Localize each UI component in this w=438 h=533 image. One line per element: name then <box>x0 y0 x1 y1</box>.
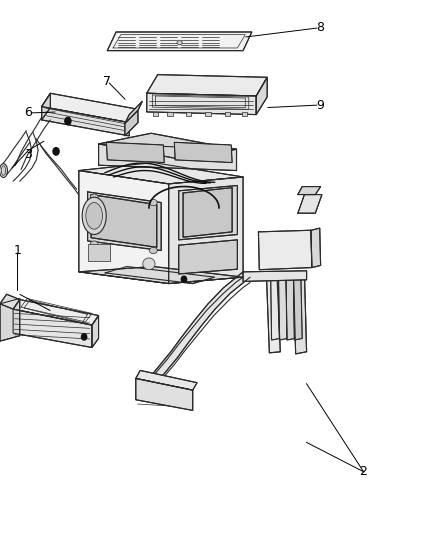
Polygon shape <box>88 192 161 251</box>
Polygon shape <box>311 228 321 268</box>
Ellipse shape <box>177 41 182 45</box>
Ellipse shape <box>86 203 102 229</box>
Bar <box>205 112 211 116</box>
Bar <box>225 112 230 116</box>
Polygon shape <box>99 133 237 160</box>
Bar <box>167 112 173 116</box>
Circle shape <box>81 334 87 340</box>
Ellipse shape <box>90 194 98 200</box>
Polygon shape <box>183 188 232 237</box>
Polygon shape <box>256 77 267 115</box>
Polygon shape <box>42 93 138 123</box>
Polygon shape <box>293 272 307 354</box>
Ellipse shape <box>143 258 155 270</box>
Polygon shape <box>298 187 321 195</box>
Circle shape <box>53 148 59 155</box>
Polygon shape <box>271 277 279 340</box>
Polygon shape <box>92 316 99 348</box>
Polygon shape <box>79 171 169 284</box>
Polygon shape <box>136 370 197 390</box>
Text: 3: 3 <box>25 148 32 161</box>
Bar <box>186 112 191 116</box>
Polygon shape <box>179 185 237 240</box>
Polygon shape <box>174 142 232 163</box>
Polygon shape <box>279 277 287 340</box>
Polygon shape <box>293 277 302 340</box>
Polygon shape <box>298 195 322 213</box>
Ellipse shape <box>82 197 106 235</box>
Polygon shape <box>42 107 129 136</box>
Polygon shape <box>99 144 237 171</box>
Circle shape <box>65 117 71 125</box>
Text: 1: 1 <box>14 244 21 257</box>
Bar <box>153 112 158 116</box>
Polygon shape <box>286 277 295 340</box>
Circle shape <box>181 276 187 282</box>
Polygon shape <box>169 177 243 284</box>
Polygon shape <box>243 271 307 281</box>
Polygon shape <box>42 93 50 120</box>
Text: 9: 9 <box>316 99 324 111</box>
Text: 2: 2 <box>360 465 367 478</box>
Bar <box>242 112 247 116</box>
Text: 8: 8 <box>316 21 324 34</box>
Ellipse shape <box>0 164 7 177</box>
Polygon shape <box>91 195 157 247</box>
Polygon shape <box>106 142 164 163</box>
Text: 7: 7 <box>103 75 111 87</box>
Polygon shape <box>79 163 243 184</box>
Polygon shape <box>79 266 243 284</box>
Polygon shape <box>125 110 138 136</box>
Polygon shape <box>147 93 256 115</box>
Polygon shape <box>266 272 280 353</box>
Ellipse shape <box>90 241 98 247</box>
Polygon shape <box>258 230 312 270</box>
Bar <box>88 244 110 261</box>
Polygon shape <box>13 300 99 325</box>
Polygon shape <box>0 294 20 309</box>
Polygon shape <box>179 240 237 274</box>
Ellipse shape <box>149 199 157 206</box>
Polygon shape <box>136 378 193 410</box>
Ellipse shape <box>1 166 6 175</box>
Polygon shape <box>0 298 20 341</box>
Polygon shape <box>105 266 215 284</box>
Ellipse shape <box>149 247 157 254</box>
Polygon shape <box>151 272 250 381</box>
Polygon shape <box>13 309 92 348</box>
Polygon shape <box>125 101 142 124</box>
Polygon shape <box>107 32 252 51</box>
Polygon shape <box>147 75 267 96</box>
Text: 6: 6 <box>25 107 32 119</box>
